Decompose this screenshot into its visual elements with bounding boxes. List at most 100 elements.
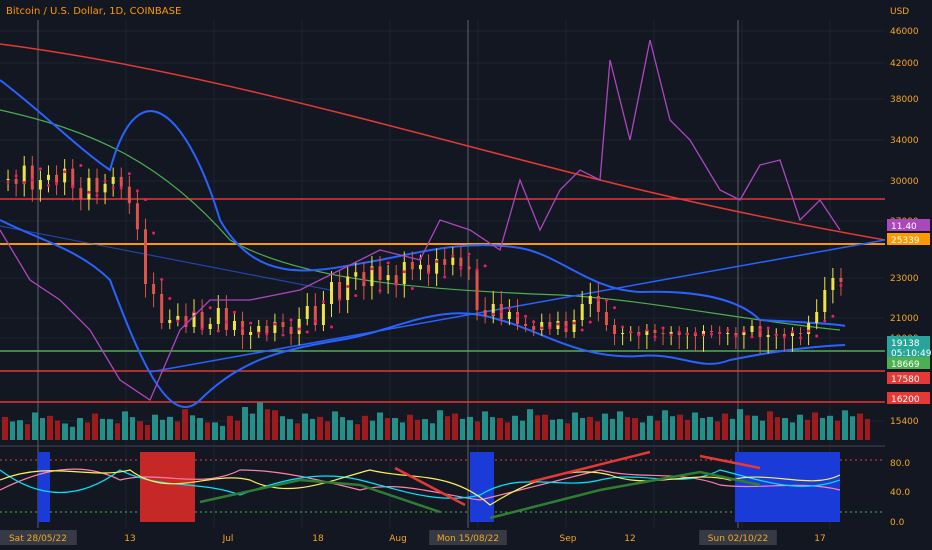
trend-dot — [71, 185, 75, 189]
volume-bar — [647, 415, 653, 440]
volume-bar — [62, 423, 68, 440]
candle-body — [119, 176, 123, 187]
trend-dot — [693, 331, 697, 335]
trend-dot — [354, 294, 358, 298]
trend-dot — [111, 186, 115, 190]
volume-bar — [25, 424, 30, 440]
candle-body — [588, 296, 592, 304]
y-tick-label: 15400 — [890, 417, 919, 427]
candle-body — [645, 330, 649, 335]
trend-dot — [46, 183, 50, 187]
trend-dot — [410, 287, 414, 291]
volume-bar — [700, 418, 705, 440]
volume-bar — [542, 414, 548, 440]
trend-dot — [338, 298, 342, 302]
volume-bar — [32, 412, 38, 440]
volume-bar — [625, 417, 630, 440]
candle-body — [459, 257, 463, 267]
volume-bar — [47, 415, 53, 440]
candle-body — [208, 324, 212, 329]
volume-bar — [790, 422, 795, 440]
trend-dot — [637, 333, 641, 337]
trend-dot — [362, 279, 366, 283]
volume-bar — [347, 420, 353, 440]
volume-bar — [797, 414, 803, 440]
volume-bar — [100, 418, 105, 440]
trend-dot — [572, 321, 576, 325]
oscillator-zone — [470, 452, 494, 522]
trend-dot — [790, 330, 794, 334]
volume-bar — [317, 416, 323, 440]
trend-dot — [79, 164, 83, 168]
candle-body — [548, 322, 552, 329]
y-tick-label: 30000 — [890, 177, 919, 187]
volume-bar — [227, 415, 233, 440]
trend-dot — [766, 326, 770, 330]
candle-body — [726, 333, 730, 334]
trend-dot — [241, 326, 245, 330]
oscillator-zone — [38, 452, 50, 522]
trend-dot — [661, 326, 665, 330]
candle-body — [281, 322, 285, 327]
sma-red-line — [0, 43, 886, 241]
trend-dot — [435, 259, 439, 263]
trend-dot — [135, 189, 139, 193]
volume-bar — [85, 422, 90, 440]
volume-bar — [235, 420, 240, 440]
volume-bar — [550, 419, 555, 440]
candle-body — [354, 272, 358, 277]
trend-dot — [685, 332, 689, 336]
candle-body — [734, 333, 738, 335]
volume-bar — [145, 425, 150, 440]
trend-dot — [467, 252, 471, 256]
trend-dot — [402, 270, 406, 274]
volume-bar — [355, 424, 360, 440]
candle-body — [273, 322, 277, 333]
volume-bar — [437, 410, 443, 440]
y-tick-label: 23000 — [890, 274, 919, 284]
trend-dot — [718, 331, 722, 335]
candle-body — [289, 327, 293, 334]
trend-dot — [532, 320, 536, 324]
volume-bar — [92, 413, 98, 440]
volume-bar — [632, 418, 638, 440]
trend-dot — [257, 331, 261, 335]
candle-body — [653, 330, 657, 333]
candle-body — [596, 296, 600, 312]
candle-body — [790, 333, 794, 336]
volume-bar — [820, 418, 825, 440]
trend-dot — [265, 332, 269, 336]
candle-body — [435, 259, 439, 274]
volume-bar — [677, 414, 683, 440]
volume-bar — [280, 416, 285, 440]
trend-dot — [14, 174, 18, 178]
trend-dot — [305, 330, 309, 334]
trend-dot — [192, 310, 196, 314]
candle-body — [232, 321, 236, 330]
volume-bar — [640, 422, 645, 440]
trend-dot — [297, 327, 301, 331]
candle-body — [71, 168, 75, 189]
trend-dot — [548, 326, 552, 330]
candle-body — [305, 306, 309, 319]
axis-unit: USD — [890, 7, 909, 17]
volume-bar — [782, 418, 788, 440]
candle-body — [839, 278, 843, 282]
trend-dot — [645, 328, 649, 332]
trend-dot — [580, 328, 584, 332]
trend-dot — [564, 325, 568, 329]
trend-dot — [799, 336, 803, 340]
volume-bar — [55, 420, 60, 440]
trend-dot — [321, 300, 325, 304]
candle-body — [386, 275, 390, 280]
candle-body — [443, 259, 447, 265]
volume-bar — [617, 411, 623, 440]
trend-dot — [524, 314, 528, 318]
volume-bar — [17, 420, 23, 440]
candle-body — [451, 257, 455, 265]
volume-bar — [130, 417, 135, 440]
x-tick-label: 17 — [814, 534, 825, 544]
candle-body — [831, 278, 835, 290]
trend-dot — [87, 190, 91, 194]
